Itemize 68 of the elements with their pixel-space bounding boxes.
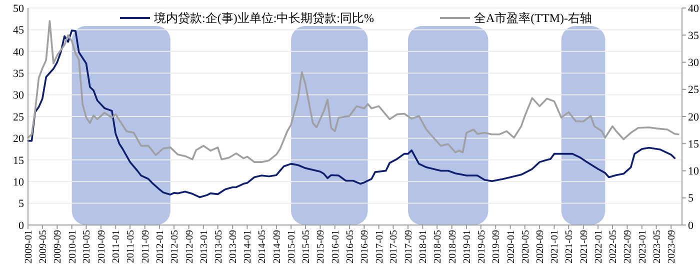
y-tick-label: 5 (18, 198, 24, 210)
x-tick-label: 2015-01 (286, 230, 298, 264)
x-tick-label: 2011-01 (111, 230, 122, 263)
x-tick-label: 2019-01 (462, 230, 473, 264)
x-tick-label: 2019-05 (476, 230, 488, 264)
x-tick-label: 2020-01 (506, 230, 517, 264)
y2-tick-label: 10 (688, 166, 700, 178)
y-tick-label: 0 (18, 220, 24, 232)
x-tick-label: 2012-01 (154, 230, 166, 264)
y-tick-label: 10 (13, 176, 24, 188)
legend-label: 境内贷款:企(事)业单位:中长期贷款:同比% (153, 11, 374, 26)
x-tick-label: 2020-05 (520, 230, 532, 264)
x-tick-label: 2013-01 (198, 230, 210, 264)
legend-label: 全A市盈率(TTM)-右轴 (474, 11, 592, 26)
x-tick-label: 2011-05 (126, 230, 137, 263)
y-tick-label: 30 (13, 90, 24, 102)
y-tick-label: 15 (13, 154, 24, 167)
x-tick-label: 2010-09 (96, 230, 108, 264)
x-tick-label: 2015-05 (300, 230, 312, 264)
x-tick-label: 2016-09 (360, 230, 371, 264)
y-tick-label: 20 (13, 133, 24, 146)
y-tick-label: 25 (13, 111, 24, 124)
x-tick-label: 2011-09 (140, 230, 152, 263)
y2-tick-label: 5 (688, 192, 694, 205)
y2-tick-label: 20 (688, 111, 700, 124)
x-tick-label: 2023-01 (637, 230, 648, 264)
x-tick-label: 2017-01 (374, 230, 386, 264)
y-tick-label: 35 (13, 68, 24, 80)
x-tick-label: 2021-05 (564, 230, 576, 264)
y-tick-label: 50 (13, 2, 24, 15)
x-tick-label: 2010-05 (82, 230, 93, 264)
y2-tick-label: 30 (688, 57, 700, 70)
y2-tick-label: 15 (688, 138, 700, 150)
x-tick-label: 2018-09 (447, 230, 458, 264)
x-tick-label: 2009-05 (38, 230, 49, 264)
x-tick-label: 2009-09 (52, 230, 64, 264)
x-tick-label: 2017-09 (404, 230, 415, 264)
x-tick-label: 2019-09 (491, 230, 502, 264)
x-tick-label: 2023-05 (652, 230, 663, 264)
line-series (27, 30, 676, 198)
x-tick-label: 2013-09 (228, 230, 240, 264)
y-tick-label: 40 (13, 46, 24, 58)
x-tick-label: 2017-05 (388, 230, 400, 264)
x-tick-label: 2014-01 (242, 230, 254, 264)
x-tick-label: 2015-09 (316, 230, 327, 264)
x-tick-label: 2010-01 (67, 230, 78, 264)
x-tick-label: 2012-09 (184, 230, 196, 264)
x-tick-label: 2014-09 (272, 230, 283, 264)
x-tick-label: 2013-05 (213, 230, 224, 264)
x-tick-label: 2016-01 (330, 230, 342, 264)
x-tick-label: 2012-05 (170, 230, 180, 264)
x-tick-label: 2023-09 (666, 230, 678, 264)
y2-tick-label: 40 (688, 2, 700, 15)
x-tick-label: 2018-05 (432, 230, 444, 264)
x-tick-label: 2021-09 (578, 230, 590, 264)
x-tick-label: 2021-01 (550, 230, 561, 264)
x-tick-label: 2022-05 (608, 230, 619, 264)
x-tick-label: 2016-05 (344, 230, 356, 264)
y2-tick-label: 0 (688, 220, 694, 232)
x-tick-label: 2020-09 (535, 230, 546, 264)
y2-tick-label: 35 (688, 30, 700, 42)
x-tick-label: 2022-09 (622, 230, 634, 264)
x-tick-label: 2014-05 (257, 230, 268, 264)
x-tick-label: 2018-01 (418, 230, 430, 264)
x-tick-label: 2022-01 (594, 230, 605, 264)
x-tick-label: 2009-01 (24, 230, 34, 264)
y-tick-label: 45 (13, 24, 24, 37)
y2-tick-label: 25 (688, 84, 700, 96)
